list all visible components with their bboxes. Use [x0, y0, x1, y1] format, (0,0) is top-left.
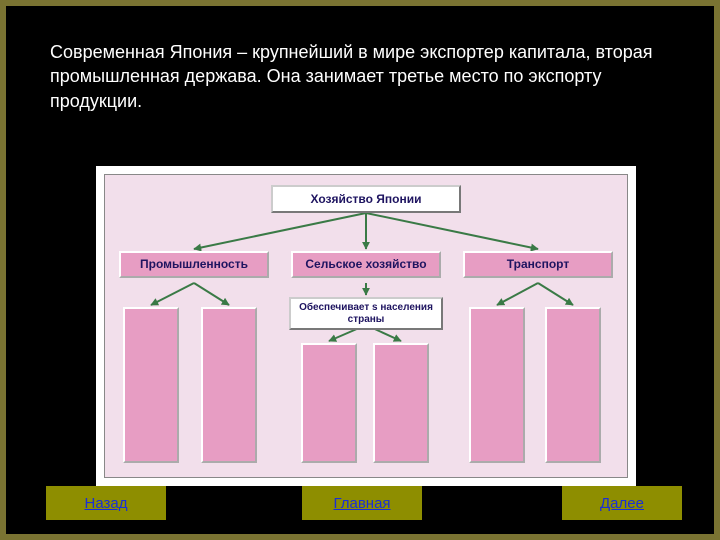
branch-transport: Транспорт	[463, 251, 613, 278]
tile-desc: Производство ЭВМ, роботехники, бытовой а…	[201, 311, 203, 457]
tile-desc: Железнодорожный, автомобиль- ный, велоси…	[545, 311, 547, 457]
diagram-panel: Хозяйство Японии Промышленность Сельское …	[104, 174, 628, 478]
tile-desc: Рис, различные овощи	[301, 345, 303, 457]
branch-agriculture: Сельское хозяйство	[291, 251, 441, 278]
tile-4: Внешние перевозки:Морской, воздушный	[469, 307, 525, 463]
nav-home-label: Главная	[333, 495, 390, 512]
root-node: Хозяйство Японии	[271, 185, 461, 213]
tile-5: Внутренние перевозки:Железнодорожный, ав…	[545, 307, 601, 463]
tile-3: Животноводство:Свиноводство, бройлерное …	[373, 343, 429, 463]
tile-2: Растениеводство:Рис, различные овощи	[301, 343, 357, 463]
tile-desc: Свиноводство, бройлерное птицеводст- во,…	[373, 345, 375, 457]
diagram-container: Хозяйство Японии Промышленность Сельское …	[96, 166, 636, 486]
intro-text: Современная Япония – крупнейший в мире э…	[6, 6, 714, 127]
tile-0: Материалоемкие отрасли:Черная металлурги…	[123, 307, 179, 463]
nav-back-label: Назад	[85, 495, 128, 512]
nav-next-button[interactable]: Далее	[562, 486, 682, 520]
tile-desc: Морской, воздушный	[469, 311, 471, 457]
branch-industry: Промышленность	[119, 251, 269, 278]
nav-home-button[interactable]: Главная	[302, 486, 422, 520]
agriculture-note: Обеспечивает s населения страны	[289, 297, 443, 330]
tile-desc: Черная металлургия Цветная металлургия А…	[123, 311, 125, 457]
nav-next-label: Далее	[600, 495, 644, 512]
nav-back-button[interactable]: Назад	[46, 486, 166, 520]
tile-1: Наукоемкие отрасли:Производство ЭВМ, роб…	[201, 307, 257, 463]
slide-stage: Современная Япония – крупнейший в мире э…	[0, 0, 720, 540]
